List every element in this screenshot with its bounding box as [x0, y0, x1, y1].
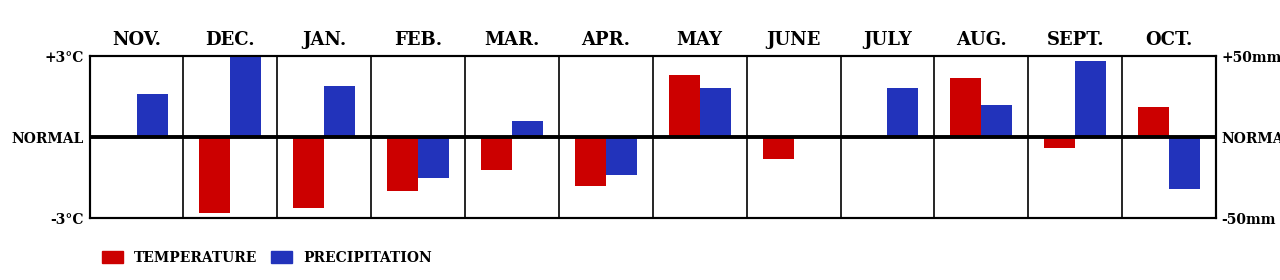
Bar — [950, 78, 982, 137]
Bar — [137, 94, 168, 137]
Bar — [763, 137, 794, 159]
Bar — [1075, 61, 1106, 137]
Bar — [481, 137, 512, 170]
Bar — [387, 137, 419, 191]
Bar — [1138, 108, 1169, 137]
Bar — [1044, 137, 1075, 148]
Bar — [230, 56, 261, 137]
Legend: TEMPERATURE, PRECIPITATION: TEMPERATURE, PRECIPITATION — [96, 245, 438, 270]
Bar — [324, 86, 356, 137]
Bar — [887, 88, 919, 137]
Bar — [1169, 137, 1201, 189]
Bar — [700, 88, 731, 137]
Bar — [982, 105, 1012, 137]
Bar — [293, 137, 324, 207]
Bar — [605, 137, 637, 175]
Bar — [575, 137, 605, 186]
Bar — [200, 137, 230, 213]
Bar — [419, 137, 449, 178]
Bar — [668, 75, 700, 137]
Bar — [512, 121, 543, 137]
